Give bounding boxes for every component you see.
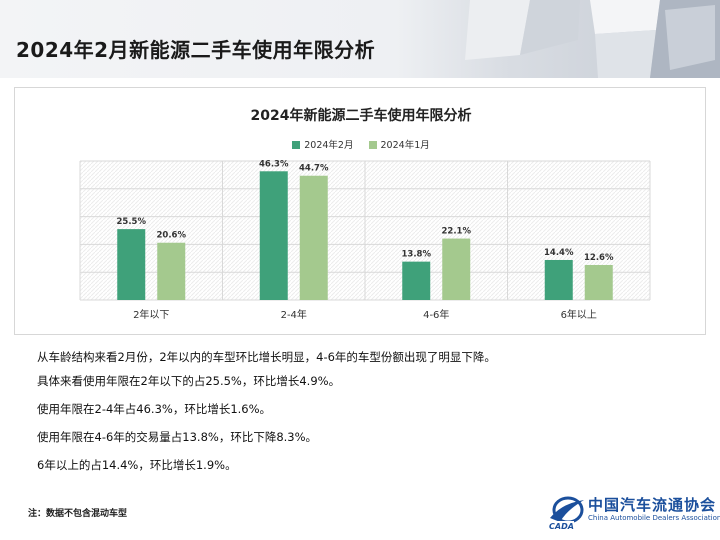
legend-item-series-1: 2024年2月 [292,137,353,151]
legend-label: 2024年1月 [380,140,430,151]
analysis-line: 6年以上的占14.4%，环比增长1.9%。 [37,458,237,472]
bar-series-2 [157,242,186,300]
analysis-line: 使用年限在2-4年占46.3%，环比增长1.6%。 [37,402,272,416]
legend-item-series-2: 2024年1月 [368,137,430,151]
legend-swatch [368,141,377,149]
bar-series-2 [584,264,613,300]
bar-series-1 [544,259,573,300]
x-tick-label: 2-4年 [281,308,307,321]
association-logo: CADA 中国汽车流通协会 China Automobile Dealers A… [546,492,720,534]
data-label: 13.8% [402,250,432,260]
analysis-line: 使用年限在4-6年的交易量占13.8%，环比下降8.3%。 [37,430,318,444]
analysis-line: 具体来看使用年限在2年以下的占25.5%，环比增长4.9%。 [37,374,341,388]
bar-series-1 [402,261,431,300]
cada-emblem-icon: CADA [548,496,584,531]
data-label: 22.1% [442,227,472,237]
data-label: 14.4% [544,248,574,258]
bar-series-2 [299,175,328,300]
page-title: 2024年2月新能源二手车使用年限分析 [16,38,376,62]
bar-series-2 [442,238,471,300]
x-tick-label: 2年以下 [133,308,169,321]
logo-name-cn: 中国汽车流通协会 [588,496,717,514]
analysis-line: 从车龄结构来看2月份，2年以内的车型环比增长明显，4-6年的车型份额出现了明显下… [37,350,496,364]
header-banner: 2024年2月新能源二手车使用年限分析 [0,0,720,78]
bar-series-1 [117,229,146,300]
data-label: 46.3% [259,159,289,169]
data-label: 12.6% [584,253,614,263]
data-label: 20.6% [157,231,187,241]
decorative-cubes [465,0,720,78]
x-tick-label: 4-6年 [423,308,449,321]
data-label: 44.7% [299,164,329,174]
bar-series-1 [259,171,288,300]
chart-title: 2024年新能源二手车使用年限分析 [250,108,472,124]
chart-panel: 2024年新能源二手车使用年限分析 2024年2月 2024年1月 25.5% 2… [14,87,706,335]
logo-badge-text: CADA [549,522,574,531]
legend-label: 2024年2月 [304,140,354,151]
bar-chart: 25.5% 20.6% 2年以下 46.3% 44.7% 2-4年 13.8% 22.1% 4-… [79,159,651,321]
x-tick-label: 6年以上 [561,308,597,321]
legend-swatch [292,141,301,149]
logo-name-en: China Automobile Dealers Association [588,514,720,522]
data-label: 25.5% [117,217,147,227]
chart-legend: 2024年2月 2024年1月 [15,137,707,151]
footnote: 注：数据不包含混动车型 [28,509,128,519]
